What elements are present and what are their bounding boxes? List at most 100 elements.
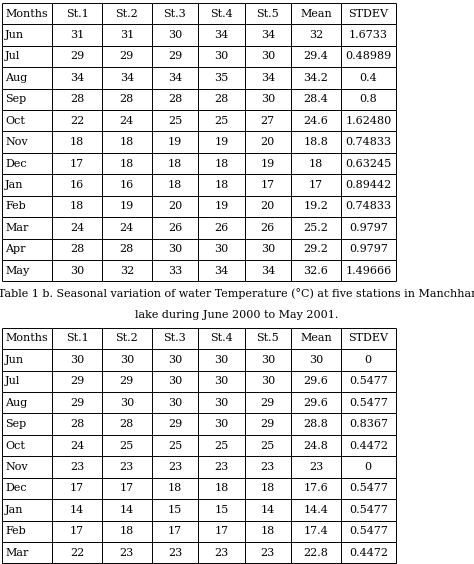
Text: Sep: Sep — [5, 94, 27, 104]
Text: Mean: Mean — [300, 8, 332, 19]
Text: 23: 23 — [119, 462, 134, 472]
Text: 29: 29 — [261, 419, 275, 429]
Text: 30: 30 — [214, 355, 228, 365]
Text: 29: 29 — [119, 376, 134, 386]
Text: 26: 26 — [168, 223, 182, 233]
Text: 16: 16 — [119, 180, 134, 190]
Text: 22.8: 22.8 — [303, 548, 328, 558]
Text: 24: 24 — [70, 223, 84, 233]
Text: 24: 24 — [119, 223, 134, 233]
Text: 35: 35 — [214, 73, 228, 83]
Text: 28: 28 — [70, 419, 84, 429]
Text: 28: 28 — [168, 94, 182, 104]
Text: 18.8: 18.8 — [303, 137, 328, 147]
Text: 23: 23 — [261, 462, 275, 472]
Text: 22: 22 — [70, 548, 84, 558]
Text: Jun: Jun — [5, 355, 24, 365]
Text: 0.5477: 0.5477 — [349, 483, 388, 494]
Text: 18: 18 — [261, 526, 275, 536]
Text: 25: 25 — [214, 440, 228, 451]
Text: 1.49666: 1.49666 — [345, 266, 392, 276]
Text: 19: 19 — [168, 137, 182, 147]
Text: Mean: Mean — [300, 333, 332, 343]
Text: 18: 18 — [214, 180, 228, 190]
Text: 34: 34 — [261, 73, 275, 83]
Text: May: May — [5, 266, 29, 276]
Text: 18: 18 — [214, 158, 228, 169]
Text: 25: 25 — [168, 440, 182, 451]
Text: 30: 30 — [261, 51, 275, 61]
Text: 0.9797: 0.9797 — [349, 244, 388, 254]
Text: 0.5477: 0.5477 — [349, 505, 388, 515]
Text: 31: 31 — [70, 30, 84, 40]
Text: 17: 17 — [261, 180, 275, 190]
Text: 29: 29 — [168, 51, 182, 61]
Text: 30: 30 — [168, 244, 182, 254]
Text: Mar: Mar — [5, 548, 28, 558]
Text: 14: 14 — [119, 505, 134, 515]
Text: 29: 29 — [261, 398, 275, 408]
Text: 28: 28 — [119, 419, 134, 429]
Text: 19: 19 — [119, 201, 134, 212]
Text: 0.5477: 0.5477 — [349, 526, 388, 536]
Text: 24.8: 24.8 — [303, 440, 328, 451]
Text: 25: 25 — [168, 116, 182, 126]
Text: 17: 17 — [120, 483, 134, 494]
Text: 17.6: 17.6 — [303, 483, 328, 494]
Text: 18: 18 — [119, 137, 134, 147]
Text: 30: 30 — [119, 355, 134, 365]
Text: St.5: St.5 — [256, 8, 279, 19]
Text: 26: 26 — [214, 223, 228, 233]
Text: 28: 28 — [70, 94, 84, 104]
Text: St.1: St.1 — [66, 8, 88, 19]
Text: St.2: St.2 — [116, 333, 138, 343]
Text: 29: 29 — [70, 376, 84, 386]
Text: 30: 30 — [214, 376, 228, 386]
Text: 32: 32 — [309, 30, 323, 40]
Text: 24.6: 24.6 — [303, 116, 328, 126]
Text: STDEV: STDEV — [348, 333, 388, 343]
Text: 19.2: 19.2 — [303, 201, 328, 212]
Text: 34: 34 — [214, 266, 228, 276]
Text: 25: 25 — [119, 440, 134, 451]
Text: St.2: St.2 — [116, 8, 138, 19]
Text: 31: 31 — [119, 30, 134, 40]
Text: St.3: St.3 — [164, 8, 186, 19]
Text: 23: 23 — [214, 548, 228, 558]
Text: 32: 32 — [119, 266, 134, 276]
Text: 20: 20 — [168, 201, 182, 212]
Text: 30: 30 — [119, 398, 134, 408]
Text: Jun: Jun — [5, 30, 24, 40]
Text: 23: 23 — [168, 462, 182, 472]
Text: 34: 34 — [214, 30, 228, 40]
Text: 28: 28 — [119, 244, 134, 254]
Text: 0.74833: 0.74833 — [345, 201, 392, 212]
Text: 30: 30 — [261, 94, 275, 104]
Text: 18: 18 — [168, 483, 182, 494]
Text: 28.8: 28.8 — [303, 419, 328, 429]
Text: 17: 17 — [168, 526, 182, 536]
Text: Oct: Oct — [5, 440, 25, 451]
Text: 0.74833: 0.74833 — [345, 137, 392, 147]
Text: St.4: St.4 — [210, 8, 233, 19]
Text: 23: 23 — [119, 548, 134, 558]
Text: Jul: Jul — [5, 51, 20, 61]
Text: 23: 23 — [214, 462, 228, 472]
Text: 0.5477: 0.5477 — [349, 376, 388, 386]
Text: 15: 15 — [168, 505, 182, 515]
Text: 29.6: 29.6 — [303, 376, 328, 386]
Text: Table 1 b. Seasonal variation of water Temperature (°C) at five stations in Manc: Table 1 b. Seasonal variation of water T… — [0, 288, 474, 299]
Text: 1.6733: 1.6733 — [349, 30, 388, 40]
Text: 0.8367: 0.8367 — [349, 419, 388, 429]
Text: 28: 28 — [119, 94, 134, 104]
Text: 0.4472: 0.4472 — [349, 440, 388, 451]
Text: lake during June 2000 to May 2001.: lake during June 2000 to May 2001. — [135, 310, 339, 320]
Text: 20: 20 — [261, 201, 275, 212]
Text: 19: 19 — [261, 158, 275, 169]
Text: 17: 17 — [70, 158, 84, 169]
Text: Dec: Dec — [5, 483, 27, 494]
Text: Months: Months — [5, 8, 48, 19]
Text: 30: 30 — [214, 398, 228, 408]
Text: 30: 30 — [214, 419, 228, 429]
Text: 18: 18 — [119, 526, 134, 536]
